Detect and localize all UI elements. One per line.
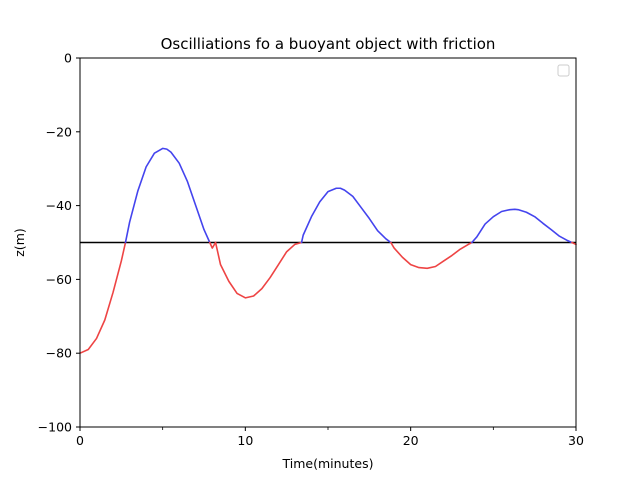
y-tick-label--60: −60	[46, 272, 72, 287]
chart-title: Oscilliations fo a buoyant object with f…	[161, 35, 496, 53]
x-axis-label: Time(minutes)	[282, 456, 374, 471]
x-tick-label-20: 20	[403, 433, 419, 448]
axes: 0 10 20 30 0 −20 −40 −60 −80 −100	[38, 51, 584, 449]
series-segment-below-2	[208, 241, 217, 249]
series-segment-below-0	[79, 241, 127, 354]
x-tick-label-30: 30	[568, 433, 584, 448]
y-tick-label--80: −80	[46, 346, 72, 361]
plot-area	[79, 147, 577, 354]
y-tick-label--20: −20	[46, 124, 72, 139]
series-segment-above-4	[300, 187, 392, 244]
y-axis-label: z(m)	[12, 228, 27, 257]
series-segment-below-5	[390, 241, 473, 270]
x-tick-label-10: 10	[237, 433, 253, 448]
y-tick-label-0: 0	[64, 51, 72, 66]
series-segment-above-6	[471, 208, 573, 244]
legend-box	[557, 64, 570, 77]
series-segment-below-3	[214, 241, 303, 299]
y-tick-label--100: −100	[38, 420, 72, 435]
y-tick-label--40: −40	[46, 198, 72, 213]
x-tick-label-0: 0	[76, 433, 84, 448]
series-segment-below-7	[571, 241, 577, 246]
series-segment-above-1	[124, 147, 211, 244]
